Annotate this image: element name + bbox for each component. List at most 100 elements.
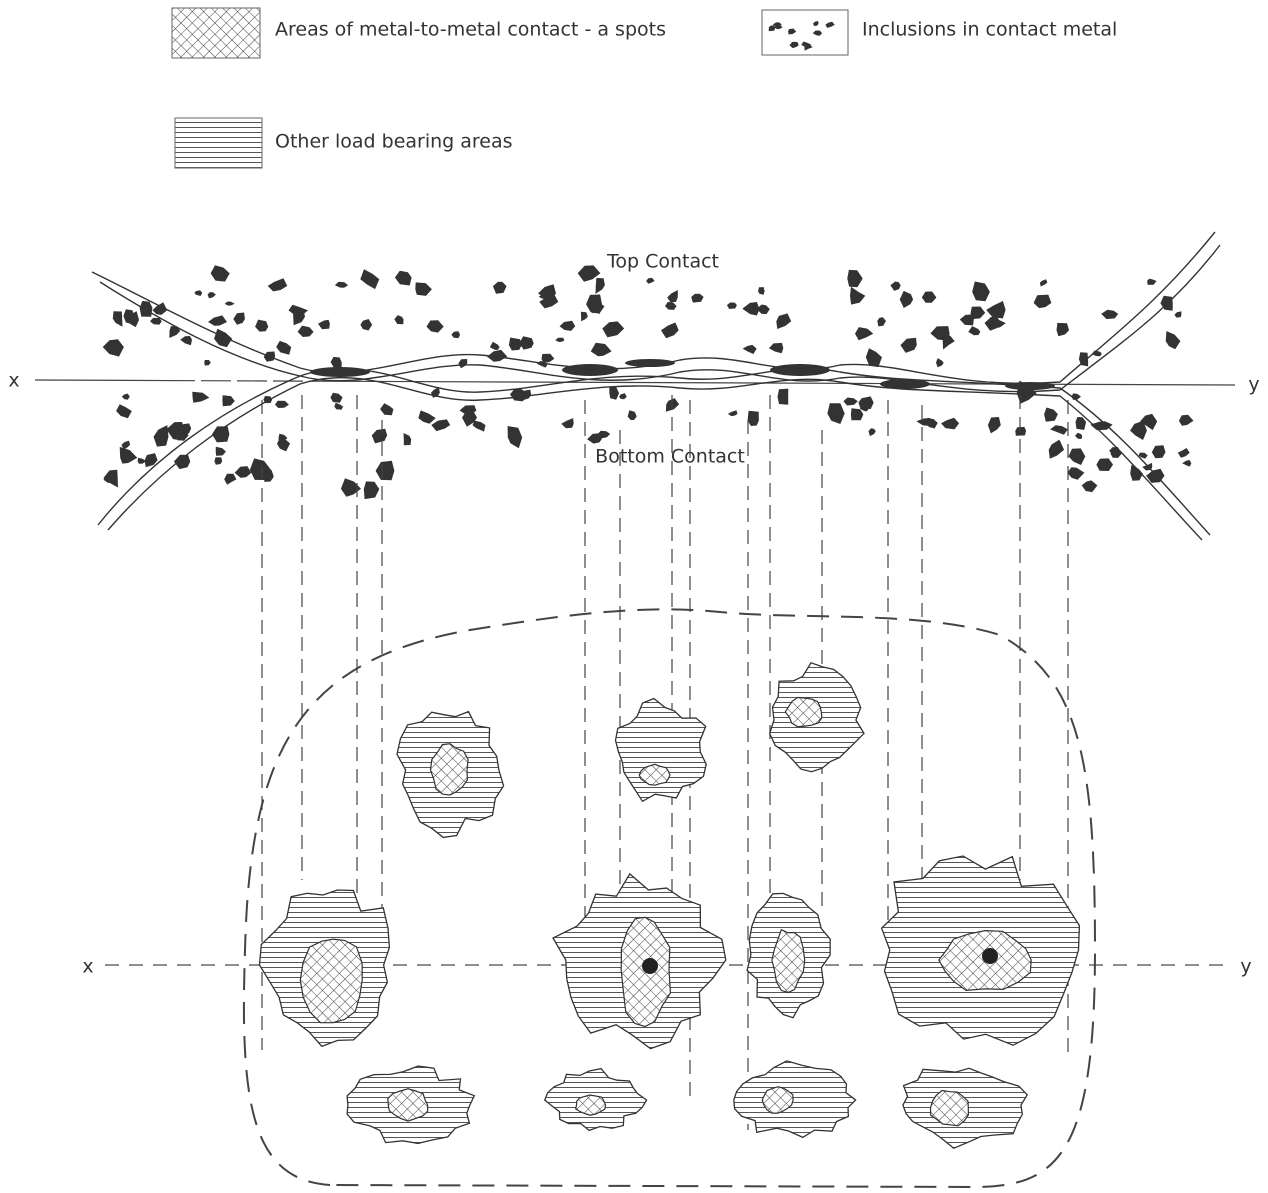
contact-junctions [310, 359, 1055, 390]
inclusion [330, 356, 342, 370]
inclusion [458, 359, 468, 369]
inclusion [855, 327, 874, 341]
inclusion [959, 314, 974, 326]
inclusion [267, 278, 288, 292]
inclusion [451, 331, 461, 339]
inclusion [212, 426, 230, 443]
inclusion [742, 302, 760, 316]
inclusion [890, 281, 901, 291]
inclusion [941, 417, 960, 430]
inclusion [103, 469, 118, 488]
inclusion [1182, 460, 1192, 467]
inclusion [843, 397, 858, 406]
load-bearing-area [614, 697, 707, 803]
inclusion [222, 395, 235, 407]
inclusion [139, 300, 153, 317]
inclusion [758, 287, 765, 295]
inclusion [1151, 445, 1166, 459]
inclusion [1138, 452, 1148, 459]
contact-spots [258, 662, 1081, 1150]
inclusion [627, 410, 637, 421]
inclusion [986, 301, 1006, 319]
contact-bands [91, 231, 1221, 541]
inclusion [984, 316, 1001, 331]
inclusion [1067, 467, 1085, 480]
inclusion [1178, 414, 1194, 426]
inclusion [169, 326, 181, 338]
inclusion [1130, 464, 1143, 481]
inclusion [208, 315, 227, 326]
inclusion [431, 419, 451, 432]
inclusion [144, 453, 158, 468]
inclusion [487, 349, 508, 362]
inclusion [1075, 432, 1083, 439]
inclusion [691, 293, 704, 303]
inclusion [263, 351, 276, 362]
inclusion [1109, 447, 1121, 456]
inclusion [255, 319, 269, 332]
inclusion [224, 301, 235, 306]
inclusion [1056, 322, 1070, 337]
inclusion [756, 304, 770, 314]
inclusion [297, 325, 314, 337]
inclusion [968, 326, 981, 336]
legend-label: Other load bearing areas [275, 131, 513, 153]
a-spot [299, 938, 363, 1024]
inclusion [727, 410, 738, 417]
inclusion [215, 446, 226, 456]
inclusion [801, 41, 812, 48]
inclusion [586, 294, 602, 314]
inclusion [899, 290, 914, 308]
inclusion [330, 392, 343, 403]
inclusion [288, 304, 308, 317]
inclusion [123, 309, 135, 325]
inclusion [204, 360, 211, 366]
inclusion [363, 481, 380, 500]
inclusion [936, 358, 944, 368]
inclusion [192, 391, 210, 403]
inclusion [825, 21, 835, 28]
inclusion [277, 438, 291, 452]
inclusion [1130, 420, 1147, 440]
inclusion [1075, 417, 1087, 430]
inclusion [519, 336, 534, 350]
a-spot [929, 1089, 970, 1127]
inclusion [930, 326, 950, 341]
inclusion [394, 315, 404, 325]
legend-inclusions [768, 20, 835, 51]
inclusion [1081, 480, 1098, 493]
inclusion [1177, 448, 1190, 458]
inclusion [1048, 439, 1065, 459]
inclusion [224, 473, 237, 485]
inclusion [541, 353, 555, 363]
bottom-contact-label: Bottom Contact [595, 446, 745, 468]
inclusion [403, 433, 412, 446]
inclusion [927, 418, 938, 429]
inclusion [415, 282, 432, 296]
inclusion [1146, 468, 1165, 483]
inclusion [180, 336, 192, 346]
legend-label: Areas of metal-to-metal contact - a spot… [275, 19, 666, 41]
inclusion [597, 430, 611, 439]
inclusion [375, 460, 395, 481]
inclusion [431, 387, 440, 398]
inclusion [116, 404, 132, 419]
a-spot [784, 696, 823, 728]
inclusion [1101, 309, 1119, 320]
inclusion [426, 320, 444, 333]
inclusion [249, 458, 271, 480]
legend-swatch-load [174, 117, 263, 169]
inclusion [789, 41, 799, 49]
inclusion [1039, 279, 1048, 287]
inclusion [1015, 426, 1027, 436]
axis-label: x [8, 370, 19, 392]
inclusion [233, 312, 245, 325]
inclusion [858, 396, 874, 409]
inclusion [580, 311, 588, 322]
inclusion-dot [642, 958, 658, 974]
inclusion [380, 403, 394, 416]
legend-label: Inclusions in contact metal [862, 19, 1117, 41]
inclusion [536, 361, 548, 368]
inclusion [214, 328, 233, 348]
inclusion [234, 466, 252, 478]
